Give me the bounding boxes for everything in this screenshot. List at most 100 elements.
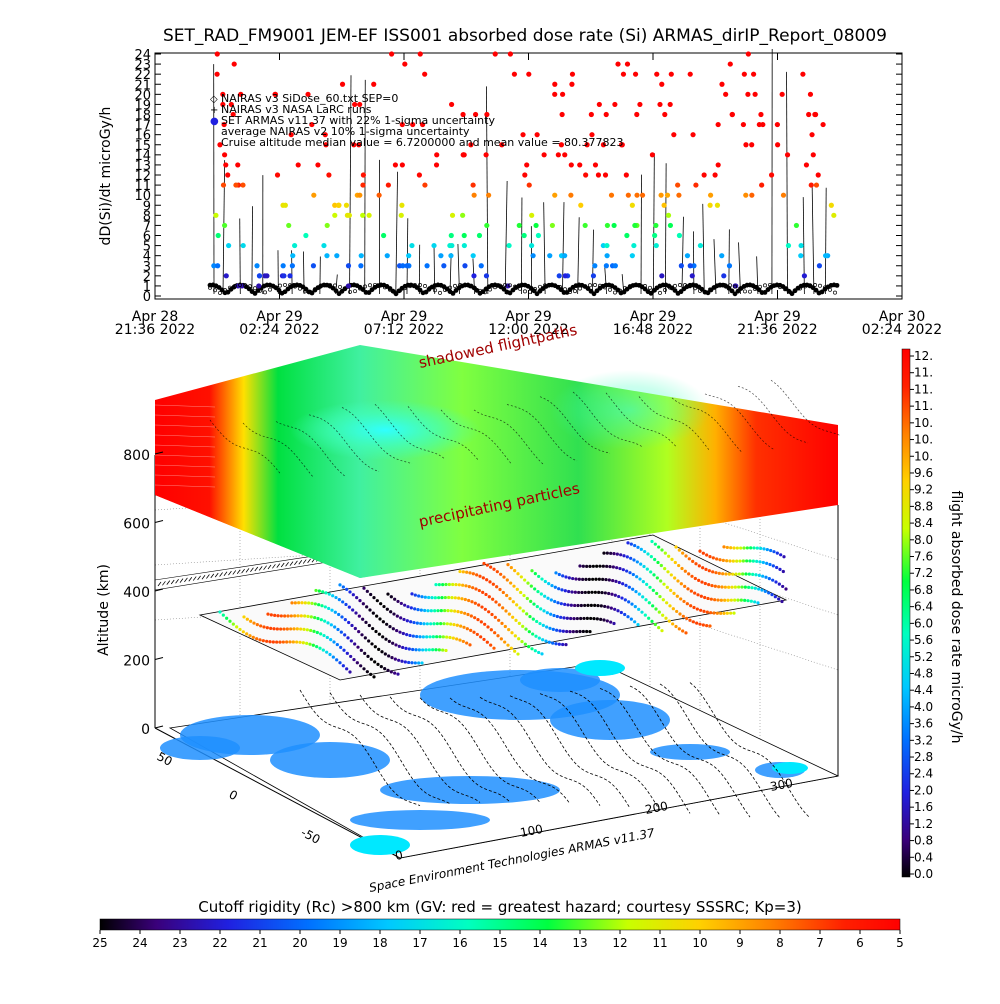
flightpath-point [760, 588, 763, 591]
shadow-track [180, 579, 183, 583]
shadow-track [294, 561, 297, 565]
flightpath-point [705, 553, 708, 556]
flightpath-point [613, 608, 616, 611]
flightpath-point [680, 582, 683, 585]
flightpath-point [412, 621, 415, 624]
flightpath-point [306, 628, 309, 631]
armas-point [650, 152, 655, 157]
rigidity-colorbar-tick-label: 8 [776, 936, 784, 950]
flightpath-point [322, 648, 325, 651]
flightpath-point [718, 558, 721, 561]
flightpath-point [538, 636, 541, 639]
flightpath-point [348, 590, 351, 593]
dose-colorbar-tick-label: 11. [914, 382, 933, 396]
flightpath-point [637, 608, 640, 611]
flightpath-point [537, 575, 540, 578]
lon-tick-label: 100 [519, 822, 544, 840]
flightpath-point [580, 604, 583, 607]
flightpath-point [557, 587, 560, 590]
nairas-point [523, 290, 526, 293]
flightpath-point [560, 588, 563, 591]
dose-colorbar-tick-label: 8.4 [914, 516, 933, 530]
flightpath-point [383, 667, 386, 670]
flightpath-point [684, 631, 687, 634]
flightpath-point [584, 578, 587, 581]
armas-point [471, 182, 476, 187]
flightpath-point [506, 644, 509, 647]
flightpath-point [679, 597, 682, 600]
flightpath-point [493, 631, 496, 634]
armas-point [596, 172, 601, 177]
armas-point [657, 102, 662, 107]
flightpath-point [734, 586, 737, 589]
flightpath-point [527, 645, 530, 648]
armas-point [583, 172, 588, 177]
rigidity-colorbar-tick-label: 6 [856, 936, 864, 950]
flightpath-point [690, 575, 693, 578]
armas-point [472, 193, 477, 198]
flightpath-point [618, 567, 621, 570]
flightpath-point [572, 617, 575, 620]
flightpath-point [417, 661, 420, 664]
flightpath-point [740, 599, 743, 602]
flightpath-point [344, 603, 347, 606]
flightpath-point [300, 614, 303, 617]
flightpath-point [574, 591, 577, 594]
dose-colorbar-tick-label: 0.4 [914, 850, 933, 864]
flightpath-point [717, 585, 720, 588]
flightpath-point [636, 546, 639, 549]
flightpath-point [322, 634, 325, 637]
flightpath-point [716, 612, 719, 615]
z-tick-label: 0 [141, 722, 150, 738]
armas-point [256, 283, 261, 288]
flightpath-point [656, 561, 659, 564]
armas-point [811, 152, 816, 157]
armas-point [605, 223, 610, 228]
flightpath-point [606, 619, 609, 622]
shadow-track [176, 579, 179, 583]
flightpath-point [564, 589, 567, 592]
flightpath-point [486, 641, 489, 644]
flightpath-point [678, 549, 681, 552]
armas-point [719, 82, 724, 87]
flightpath-point [342, 649, 345, 652]
flightpath-point [566, 617, 569, 620]
flightpath-point [371, 627, 374, 630]
flightpath-point [343, 633, 346, 636]
flightpath-point [404, 647, 407, 650]
flightpath-point [606, 606, 609, 609]
flightpath-point [376, 599, 379, 602]
armas-point [358, 263, 363, 268]
flightpath-point [300, 601, 303, 604]
flightpath-point [664, 552, 667, 555]
flightpath-point [438, 635, 441, 638]
flightpath-point [676, 579, 679, 582]
flightpath-point [678, 612, 681, 615]
flightpath-point [431, 648, 434, 651]
dose-colorbar-tick-label: 0.0 [914, 867, 933, 881]
flightpath-point [386, 608, 389, 611]
plot-frame [155, 53, 902, 299]
flightpath-point [350, 639, 353, 642]
dose-colorbar-tick-label: 2.8 [914, 750, 933, 764]
armas-point [462, 233, 467, 238]
armas-point [386, 182, 391, 187]
flightpath-point [334, 611, 337, 614]
flightpath-point [385, 623, 388, 626]
flightpath-point [588, 630, 591, 633]
flightpath-point [387, 654, 390, 657]
dose-colorbar-ticks: 12.11.11.11.10.10.10.9.69.28.88.48.07.67… [910, 349, 933, 881]
armas-point [422, 72, 427, 77]
flightpath-point [522, 594, 525, 597]
flightpath-point [424, 596, 427, 599]
flightpath-point [702, 552, 705, 555]
flightpath-point [413, 607, 416, 610]
flightpath-point [268, 640, 271, 643]
armas-point [484, 273, 489, 278]
armas-point [303, 233, 308, 238]
armas-point [281, 273, 286, 278]
flightpath-point [634, 590, 637, 593]
flightpath-point [506, 578, 509, 581]
flightpath-point [614, 594, 617, 597]
flightpath-point [577, 591, 580, 594]
